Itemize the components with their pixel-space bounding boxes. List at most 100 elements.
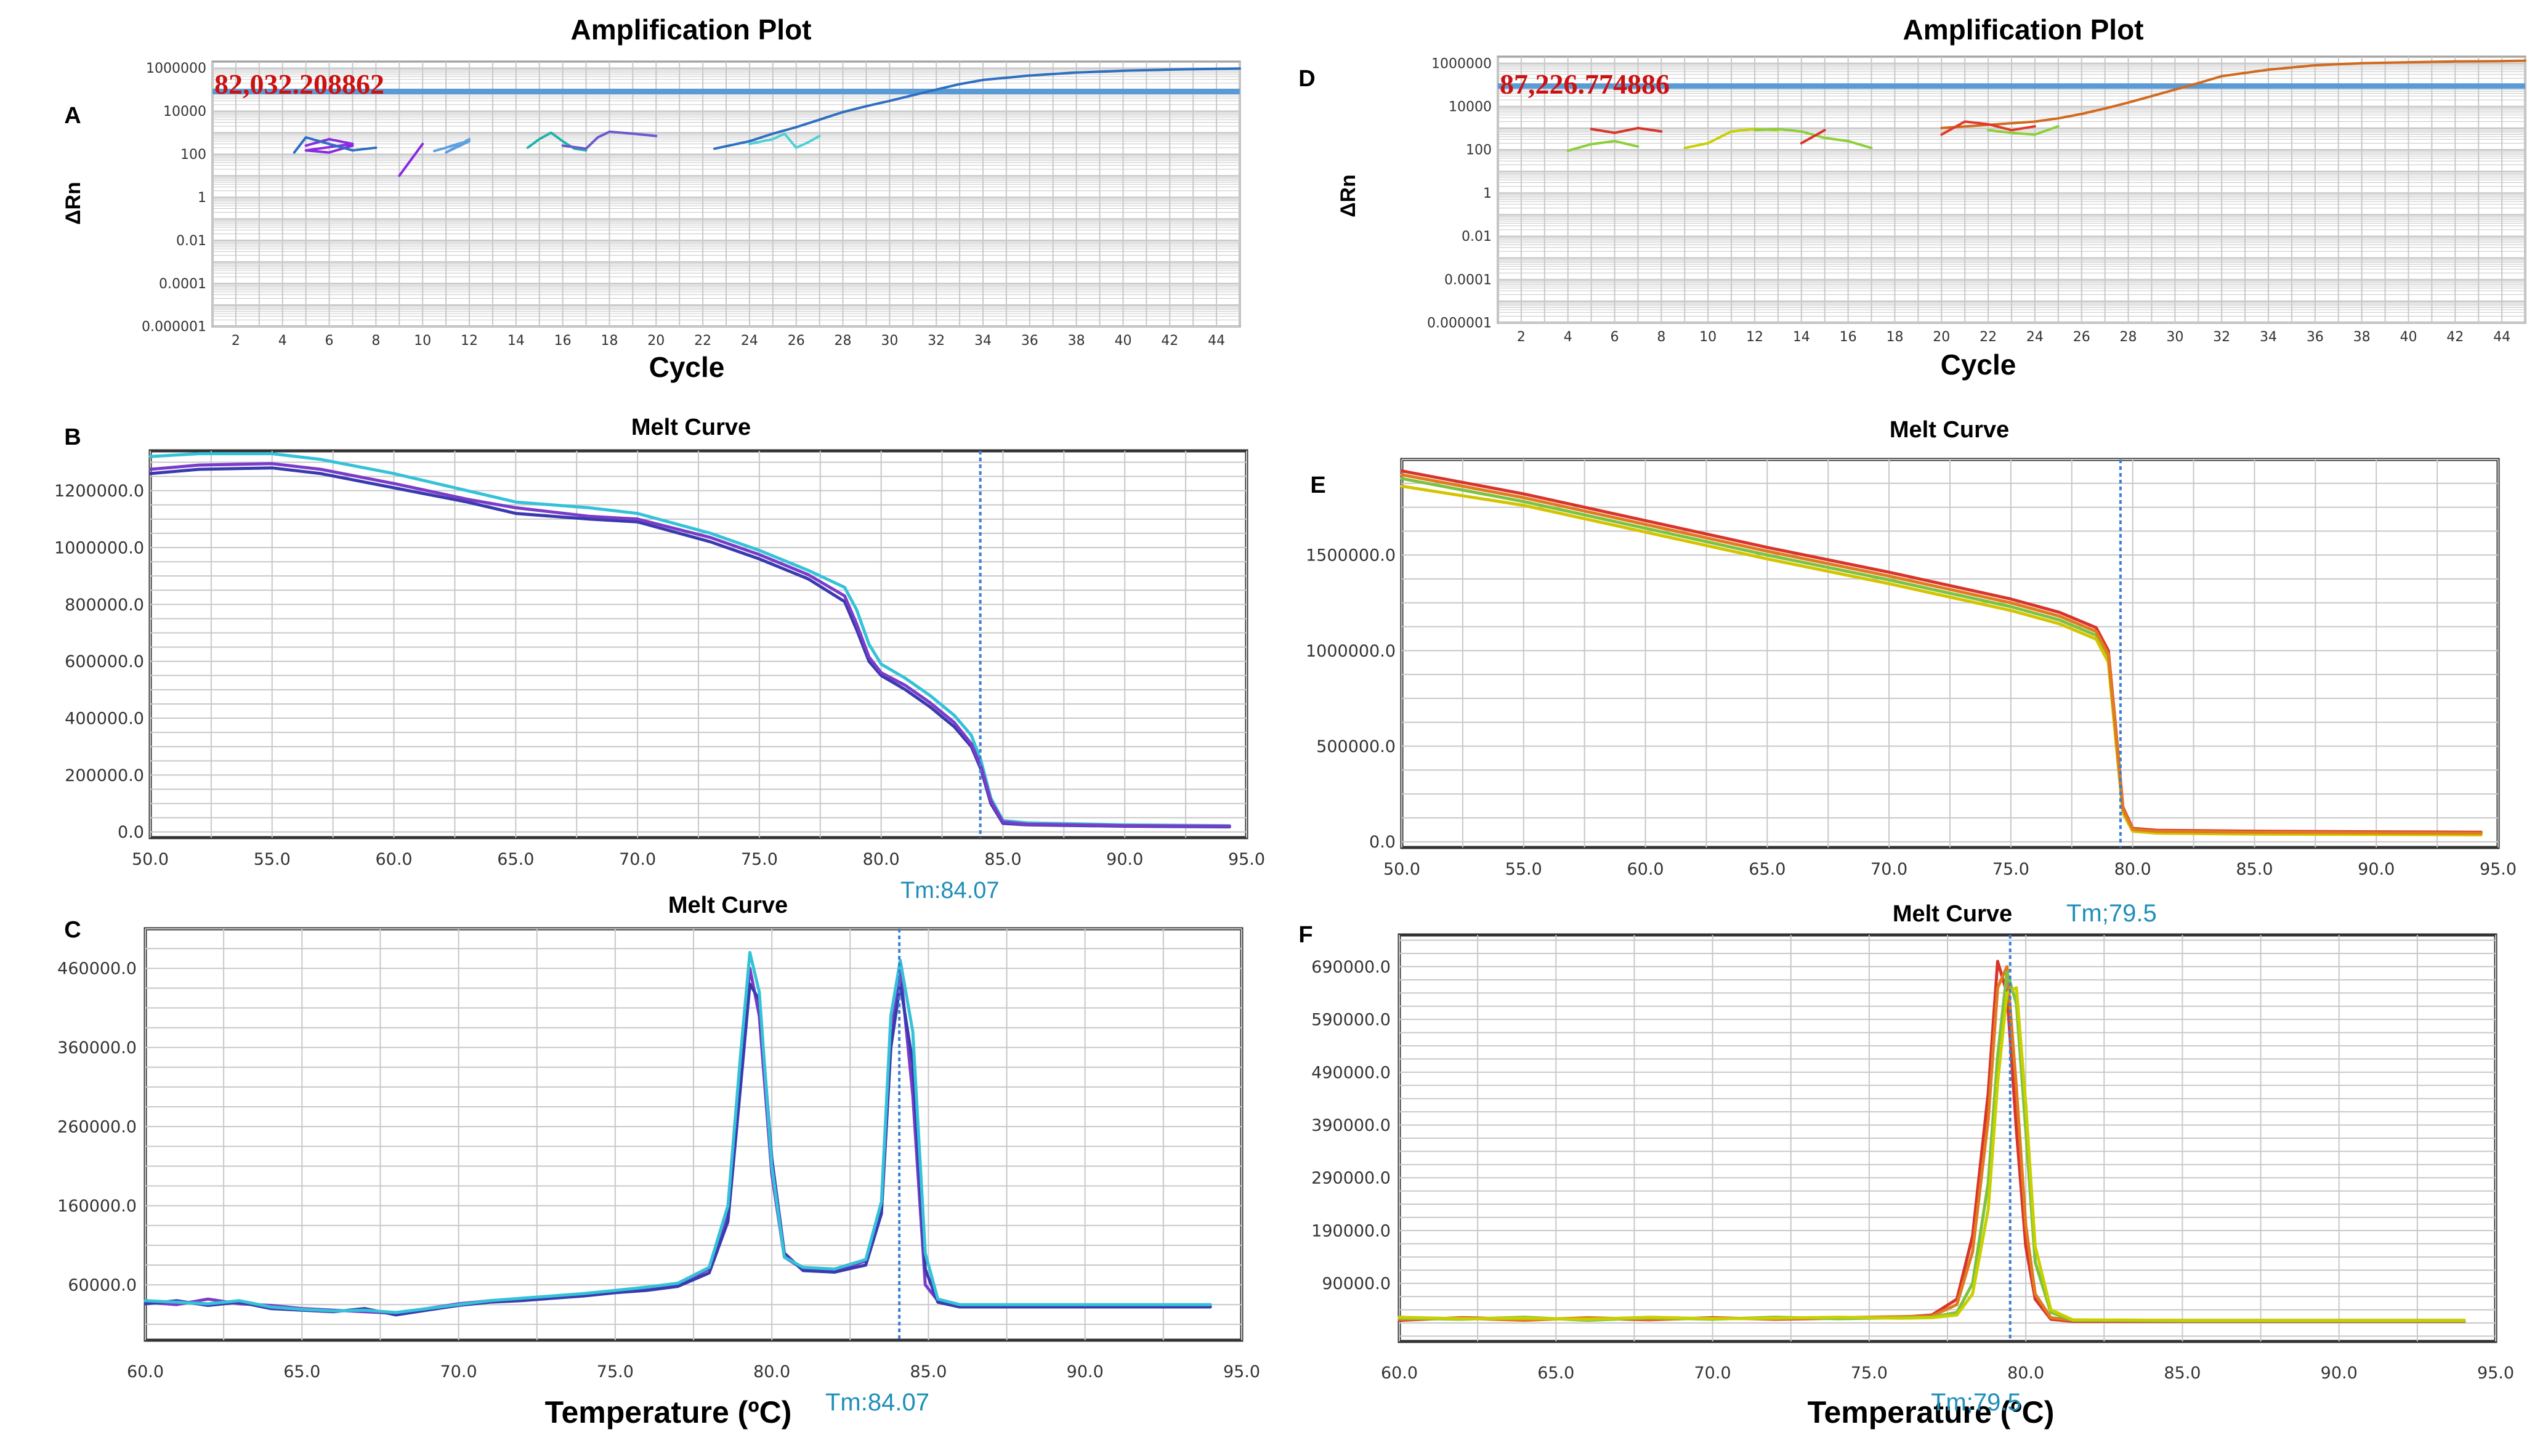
panel-c-label: C <box>64 917 81 943</box>
panel-a-x-tick-label: 20 <box>647 333 665 349</box>
panel-c-title: Melt Curve <box>668 892 788 918</box>
panel-d-label: D <box>1298 66 1315 92</box>
panel-a-x-tick-label: 24 <box>741 333 758 349</box>
panel-d-x-tick-label: 24 <box>2026 330 2044 345</box>
panel-d-threshold-label: 87,226.774886 <box>1500 68 1670 100</box>
panel-d-series-s8 <box>1800 129 1826 145</box>
panel-a-x-tick-label: 44 <box>1208 333 1225 349</box>
panel-e-x-tick-label: 80.0 <box>2114 860 2151 879</box>
panel-a-x-tick-label: 12 <box>461 333 478 349</box>
panel-e-title: Melt Curve <box>1890 417 2009 443</box>
panel-a-x-tick-label: 4 <box>278 333 287 349</box>
panel-b-y-tick-label: 0.0 <box>118 823 144 842</box>
panel-e-x-tick-label: 70.0 <box>1871 860 1907 879</box>
panel-e-x-tick-label: 95.0 <box>2480 860 2517 879</box>
panel-a-x-tick-label: 14 <box>508 333 525 349</box>
panel-b-y-tick-label: 600000.0 <box>65 652 144 671</box>
panel-d-series-s3 <box>1987 125 2060 136</box>
panel-e-y-tick-label: 0.0 <box>1369 833 1396 852</box>
panel-c-x-tick-label: 60.0 <box>127 1362 164 1381</box>
panel-a-x-tick-label: 42 <box>1161 333 1178 349</box>
panel-a-x-tick-label: 26 <box>788 333 805 349</box>
panel-a-x-tick-label: 6 <box>325 333 334 349</box>
panel-d-x-tick-label: 16 <box>1840 330 1857 345</box>
panel-d-y-tick-label: 1000000 <box>1431 56 1492 71</box>
panel-a-x-tick-label: 30 <box>881 333 898 349</box>
panel-d-y-tick-label: 10000 <box>1449 100 1492 115</box>
panel-d-x-tick-label: 22 <box>1980 330 1997 345</box>
panel-c-x-tick-label: 70.0 <box>440 1362 477 1381</box>
panel-d-y-tick-label: 0.0001 <box>1444 272 1492 288</box>
panel-d-series-s7 <box>1753 127 1873 150</box>
panel-c-series-purple <box>144 966 1212 1315</box>
panel-a-x-tick-label: 2 <box>232 333 240 349</box>
panel-a-y-tick-label: 0.000001 <box>142 320 206 335</box>
panel-b-y-tick-label: 1200000.0 <box>54 482 144 501</box>
panel-e-series-yellow <box>1400 484 2483 836</box>
panel-a-series-s2 <box>304 137 354 154</box>
panel-e-x-tick-label: 90.0 <box>2358 860 2395 879</box>
panel-e-series-green <box>1400 477 2483 836</box>
panel-b-x-tick-label: 65.0 <box>497 850 534 869</box>
panel-c-plot: 60.0 65.0 70.0 75.0 80.0 85.0 90.0 95.0 60000.0 1… <box>57 928 1260 1381</box>
panel-d-plot: 2 4 6 8 10 12 14 16 18 20 22 24 26 28 30 32 34 36 38 40 42 44… <box>1427 56 2526 345</box>
panel-d-xlabel: Cycle <box>1941 349 2016 381</box>
panel-a-series-s3 <box>293 136 378 154</box>
panel-b-x-tick-label: 85.0 <box>984 850 1021 869</box>
panel-c-y-tick-label: 260000.0 <box>57 1118 137 1137</box>
panel-b: Melt Curve B 50.0 55.0 60.0 65.0 70.0 75.0 80.… <box>54 415 1265 904</box>
panel-d-x-tick-label: 32 <box>2213 330 2230 345</box>
panel-c-y-tick-label: 360000.0 <box>57 1038 137 1058</box>
panel-a-series-s7 <box>561 130 658 150</box>
panel-a-x-tick-label: 22 <box>694 333 711 349</box>
panel-e-x-tick-label: 65.0 <box>1749 860 1786 879</box>
panel-d-x-tick-label: 18 <box>1886 330 1903 345</box>
panel-b-series-purple <box>148 462 1231 828</box>
panel-e-y-tick-label: 1000000.0 <box>1306 642 1396 661</box>
panel-a-xlabel: Cycle <box>649 351 725 383</box>
panel-b-y-tick-label: 400000.0 <box>65 710 144 729</box>
panel-b-x-tick-label: 55.0 <box>254 850 291 869</box>
panel-f-y-tick-label: 690000.0 <box>1311 958 1391 977</box>
panel-f-series-red <box>1397 960 2466 1323</box>
panel-f-plot: 60.0 65.0 70.0 75.0 80.0 85.0 90.0 95.0 90000.0 1… <box>1311 935 2514 1383</box>
panel-d-x-tick-label: 2 <box>1517 330 1526 345</box>
panel-c-x-tick-label: 65.0 <box>283 1362 320 1381</box>
panel-d-y-tick-label: 1 <box>1483 186 1492 201</box>
panel-b-title: Melt Curve <box>631 415 751 440</box>
panel-a-x-tick-label: 32 <box>928 333 945 349</box>
panel-c-xlabel: Temperature (ºC) <box>545 1395 792 1430</box>
panel-e-x-tick-label: 50.0 <box>1383 860 1420 879</box>
panel-c: Melt Curve C 60.0 65.0 70.0 75.0 80.0 85.0 90.… <box>57 892 1260 1430</box>
panel-a-x-tick-label: 36 <box>1021 333 1038 349</box>
panel-f-x-tick-label: 80.0 <box>2007 1364 2044 1383</box>
panel-e-x-tick-label: 75.0 <box>1992 860 2029 879</box>
panel-e: Melt Curve E 50.0 55.0 60.0 65.0 70.0 75.0 80.… <box>1306 417 2517 879</box>
panel-a-threshold-label: 82,032.208862 <box>214 68 384 100</box>
panel-d-x-tick-label: 12 <box>1746 330 1763 345</box>
panel-c-x-tick-label: 95.0 <box>1223 1362 1260 1381</box>
panel-c-x-tick-label: 75.0 <box>597 1362 634 1381</box>
panel-a-title: Amplification Plot <box>571 14 812 46</box>
panel-f-x-tick-label: 90.0 <box>2321 1364 2358 1383</box>
panel-f-title: Melt Curve <box>1893 901 2012 927</box>
panel-d-x-tick-label: 42 <box>2446 330 2464 345</box>
panel-f-x-tick-label: 75.0 <box>1851 1364 1888 1383</box>
panel-d-x-tick-label: 8 <box>1657 330 1665 345</box>
panel-a-y-tick-label: 1 <box>198 190 206 206</box>
panel-f-x-tick-label: 65.0 <box>1537 1364 1574 1383</box>
panel-c-y-tick-label: 160000.0 <box>57 1197 137 1216</box>
panel-a-plot: 2 4 6 8 10 12 14 16 18 20 22 24 26 28 30 32 34 36 38 40 42 44… <box>142 61 1241 349</box>
panel-a-series-s1 <box>713 67 1241 150</box>
panel-e-y-tick-label: 500000.0 <box>1316 737 1396 756</box>
panel-b-x-tick-label: 50.0 <box>132 850 169 869</box>
panel-b-y-tick-label: 1000000.0 <box>54 538 144 557</box>
panel-e-label: E <box>1310 472 1325 498</box>
panel-e-series-red <box>1400 469 2483 834</box>
panel-d-series-s1 <box>1940 59 2526 129</box>
panel-f-x-tick-label: 70.0 <box>1694 1364 1731 1383</box>
panel-f-x-tick-label: 60.0 <box>1381 1364 1418 1383</box>
panel-f-xlabel: Temperature (ºC) <box>1808 1395 2055 1430</box>
panel-b-x-tick-label: 80.0 <box>863 850 900 869</box>
